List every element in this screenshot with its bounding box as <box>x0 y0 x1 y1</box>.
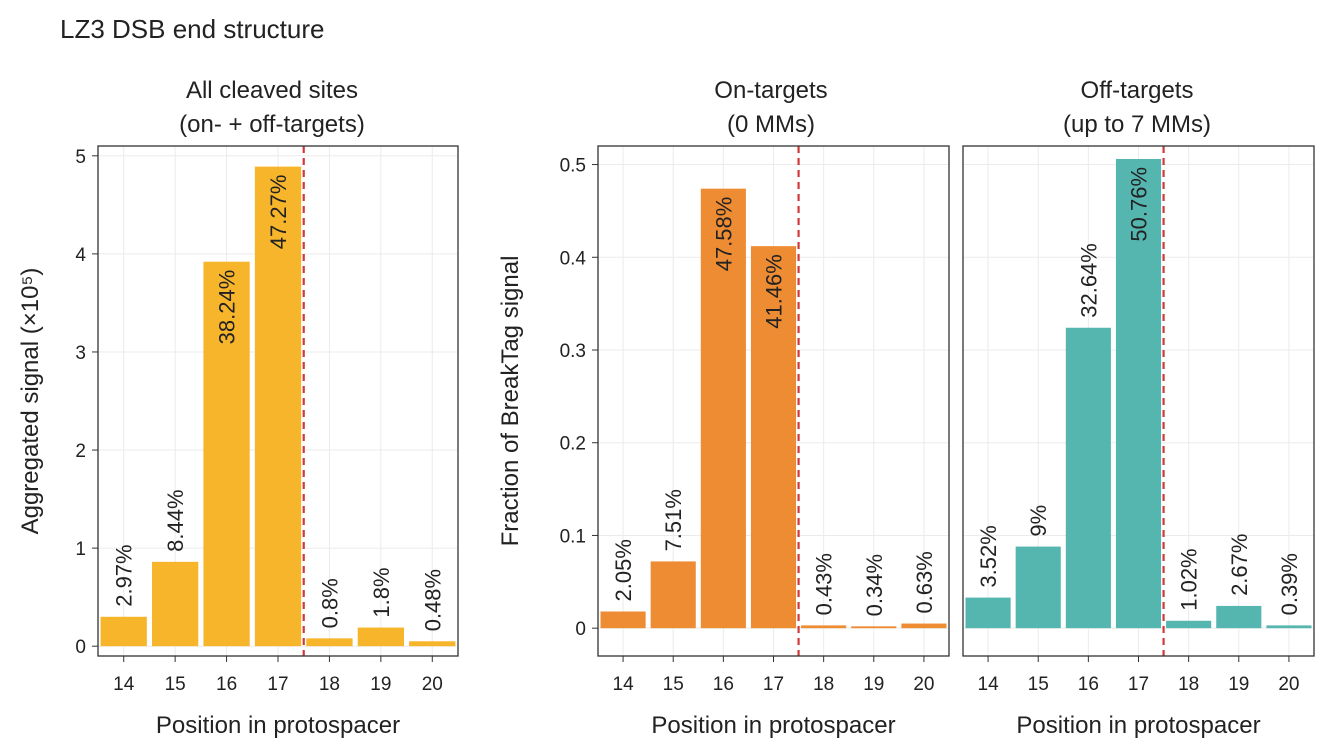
panel3-bar <box>1216 605 1262 629</box>
panel3-bar <box>1065 327 1111 629</box>
panel2-title-line1: On-targets <box>714 77 827 104</box>
panel3-bar <box>965 597 1011 629</box>
panel1-y-tick-label: 2 <box>75 441 86 462</box>
panel3-data-label: 1.02% <box>1177 548 1202 610</box>
panel2-x-tick-label: 17 <box>763 674 784 695</box>
panel3-data-label: 0.39% <box>1277 553 1302 615</box>
panel2-x-tick-label: 14 <box>613 674 635 695</box>
panel1-x-tick-label: 18 <box>319 674 340 695</box>
panel1-data-label: 47.27% <box>266 175 291 250</box>
panel2-x-tick-label: 15 <box>663 674 684 695</box>
panel2-y-tick-label: 0.3 <box>560 341 586 362</box>
panel3-x-tick-label: 16 <box>1078 674 1099 695</box>
panel3-data-label: 32.64% <box>1076 243 1101 318</box>
panel1-x-tick-label: 15 <box>165 674 186 695</box>
panel2-title-line2: (0 MMs) <box>727 111 815 138</box>
panel2-data-label: 41.46% <box>762 254 787 329</box>
panel1-bar <box>203 261 250 647</box>
panel2-x-tick-label: 16 <box>713 674 734 695</box>
panel3-x-tick-label: 19 <box>1228 674 1249 695</box>
panel3-data-label: 3.52% <box>976 525 1001 587</box>
panel1-bar <box>254 166 302 647</box>
panel1-data-label: 0.48% <box>420 569 445 631</box>
panel2-x-axis-label: Position in protospacer <box>651 712 895 739</box>
panel1-data-label: 38.24% <box>215 270 240 345</box>
panel3-data-label: 9% <box>1026 505 1051 537</box>
panel3-x-tick-label: 18 <box>1178 674 1199 695</box>
panel3-x-tick-label: 20 <box>1278 674 1299 695</box>
panel2-y-tick-label: 0.4 <box>560 248 587 269</box>
panel1-x-tick-label: 20 <box>422 674 443 695</box>
panel3-bar <box>1115 158 1162 629</box>
panel1-x-tick-label: 17 <box>267 674 288 695</box>
panel1-data-label: 2.97% <box>112 544 137 606</box>
panel3-x-tick-label: 15 <box>1028 674 1049 695</box>
panel2-y-axis-label: Fraction of BreakTag signal <box>497 256 524 547</box>
panel2-bar <box>851 626 897 629</box>
panel1-data-label: 1.8% <box>369 567 394 617</box>
panel3-x-axis-label: Position in protospacer <box>1016 712 1260 739</box>
panel2-bar <box>700 188 746 629</box>
panel3-bar <box>1015 546 1061 629</box>
panel2-data-label: 0.43% <box>812 553 837 615</box>
panel2-y-tick-label: 0.2 <box>560 434 586 455</box>
panel3-title-line1: Off-targets <box>1081 77 1194 104</box>
panel2-y-tick-label: 0.5 <box>560 156 586 177</box>
panel1-y-tick-label: 3 <box>75 343 86 364</box>
panel1-bar <box>409 641 456 647</box>
panel1-y-tick-label: 0 <box>75 637 86 658</box>
panel3-title-line2: (up to 7 MMs) <box>1063 111 1211 138</box>
panel2-x-tick-label: 20 <box>913 674 934 695</box>
panel1-bar <box>100 616 147 647</box>
panel2-bar <box>600 611 646 629</box>
panel1-y-tick-label: 5 <box>75 147 86 168</box>
panel2-bar <box>901 623 947 629</box>
panel2-data-label: 47.58% <box>711 197 736 272</box>
panel2-y-tick-label: 0 <box>575 619 586 640</box>
panel1-x-tick-label: 14 <box>113 674 135 695</box>
panel3-bar <box>1166 620 1212 629</box>
figure-title: LZ3 DSB end structure <box>60 14 325 44</box>
panel3-data-label: 50.76% <box>1127 167 1152 242</box>
panel1-bar <box>152 561 199 647</box>
panel2-data-label: 2.05% <box>611 539 636 601</box>
panel2-x-tick-label: 19 <box>863 674 884 695</box>
panel1-title-line2: (on- + off-targets) <box>179 111 365 138</box>
panel2-bar <box>801 625 847 629</box>
panel2-y-tick-label: 0.1 <box>560 526 586 547</box>
panel3-x-tick-label: 14 <box>978 674 1000 695</box>
panel3-x-tick-label: 17 <box>1128 674 1149 695</box>
panel1-data-label: 0.8% <box>317 578 342 628</box>
panel2-bar <box>750 246 797 629</box>
panel1-y-axis-label: Aggregated signal (×10⁵) <box>17 268 44 535</box>
panel1-x-axis-label: Position in protospacer <box>156 712 400 739</box>
panel3-bar <box>1266 625 1312 629</box>
panel2-data-label: 0.34% <box>862 554 887 616</box>
panel1-bar <box>357 627 404 647</box>
panel1-bar <box>306 638 353 647</box>
panel1-x-tick-label: 16 <box>216 674 237 695</box>
panel1-y-tick-label: 1 <box>75 539 86 560</box>
panel2-data-label: 0.63% <box>912 551 937 613</box>
panel2-data-label: 7.51% <box>661 489 686 551</box>
panel2-bar <box>650 561 696 629</box>
panel1-y-tick-label: 4 <box>75 245 86 266</box>
panel3-data-label: 2.67% <box>1227 534 1252 596</box>
panel1-x-tick-label: 19 <box>370 674 391 695</box>
panel1-title-line1: All cleaved sites <box>186 77 358 104</box>
panel2-x-tick-label: 18 <box>813 674 834 695</box>
panel1-data-label: 8.44% <box>163 489 188 551</box>
